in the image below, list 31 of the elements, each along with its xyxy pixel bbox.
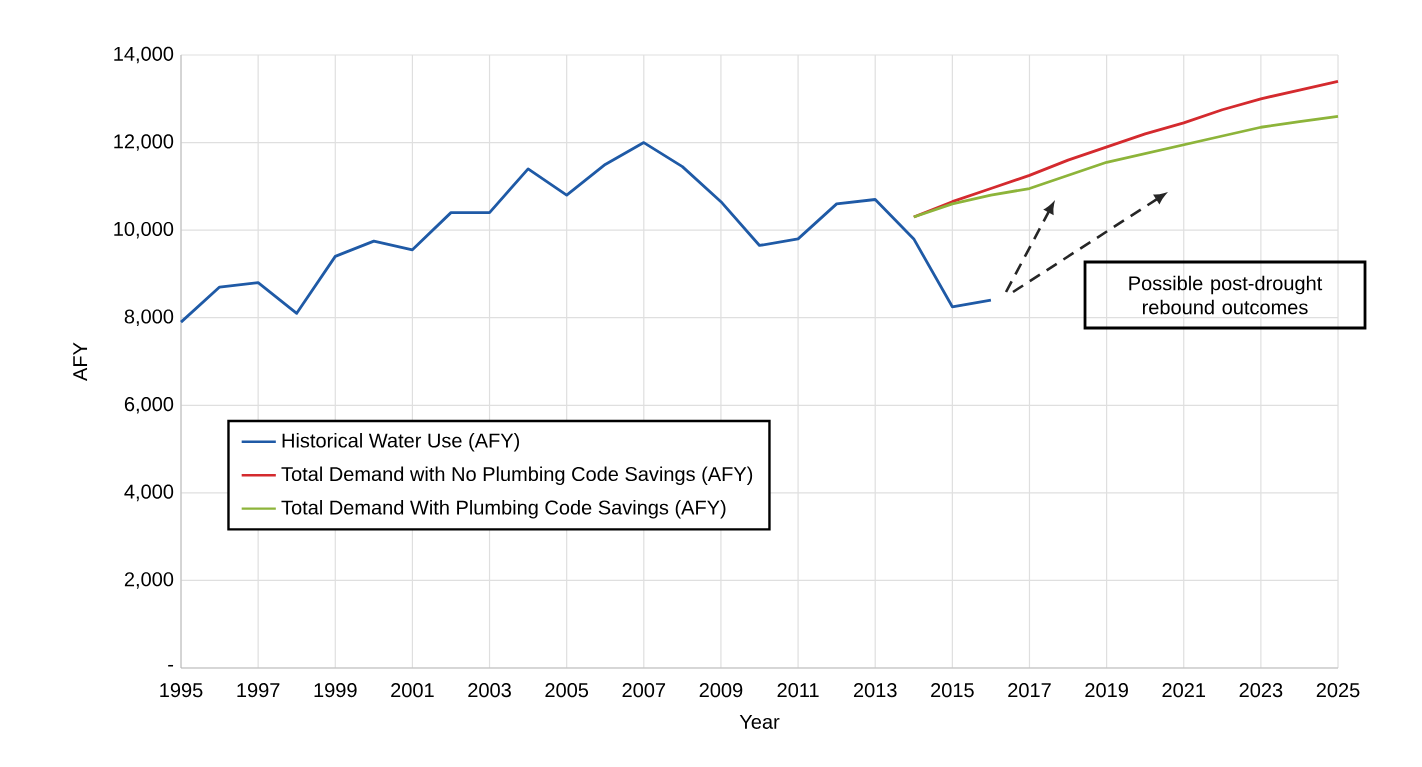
x-tick-label: 2019: [1085, 683, 1128, 698]
y-tick-label: -: [168, 664, 174, 667]
legend-label: Historical Water Use (AFY): [282, 432, 520, 452]
line-series: [179, 141, 993, 324]
x-tick-label: 2021: [1162, 683, 1206, 698]
y-tick-label: 14,000: [114, 46, 174, 64]
y-tick-label: 8,000: [124, 309, 174, 326]
legend-label: Total Demand with No Plumbing Code Savings (AFY): [281, 466, 753, 486]
x-tick-label: 2015: [931, 683, 974, 698]
x-tick-label: 2003: [468, 683, 511, 698]
x-tick-label: 2009: [699, 683, 743, 698]
y-tick-label: 10,000: [114, 221, 174, 239]
x-tick-label: 1999: [314, 683, 357, 698]
y-tick-label: 6,000: [124, 397, 174, 414]
annotation: Possible post-drought rebound outcomes: [1129, 275, 1323, 315]
x-tick-label: 2025: [1316, 683, 1360, 698]
x-tick-label: 2011: [777, 683, 819, 698]
x-tick-label: 2023: [1239, 683, 1283, 698]
y-tick-label: 4,000: [124, 484, 174, 502]
y-tick-label: 2,000: [124, 572, 174, 589]
x-axis-title: Year: [739, 714, 780, 729]
legend-label: Total Demand With Plumbing Code Savings (AFY): [281, 499, 726, 519]
x-tick-label: 2001: [391, 683, 434, 698]
y-axis-title: AFY: [73, 342, 88, 381]
x-tick-label: 2017: [1008, 683, 1051, 698]
y-tick-label: 12,000: [114, 134, 174, 151]
x-tick-label: 2005: [545, 683, 589, 698]
x-tick-label: 1997: [237, 683, 280, 698]
x-tick-label: 1995: [160, 683, 203, 698]
x-tick-label: 2007: [622, 683, 666, 698]
x-tick-label: 2013: [853, 683, 897, 698]
